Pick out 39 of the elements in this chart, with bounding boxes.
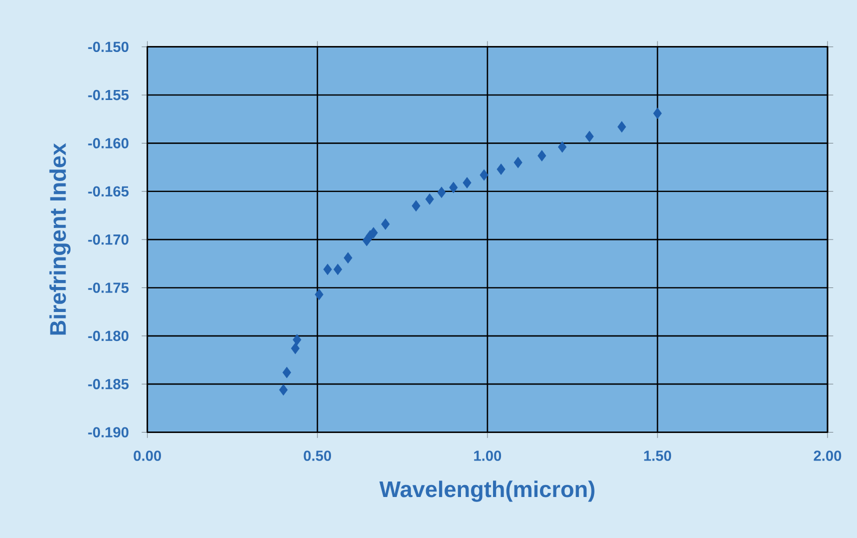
point [279,384,288,396]
x-tick-label: 1.00 [474,450,502,461]
point [558,141,567,153]
point [496,164,506,175]
point [282,366,292,378]
x-tick-label: 2.00 [814,450,842,461]
point [480,169,488,181]
y-tick-label: -0.165 [88,186,129,197]
point [314,288,324,300]
point [425,193,434,205]
point [618,121,626,132]
point [653,108,662,119]
y-tick-label: -0.150 [88,42,128,52]
point [514,156,522,168]
point [292,334,302,346]
point [334,264,342,275]
x-tick-label: 0.00 [134,450,161,461]
x-axis-title: Wavelength(micron) [379,480,594,502]
point [381,218,390,230]
y-tick-label: -0.160 [88,138,128,148]
point [369,227,378,238]
point [344,252,352,264]
point [585,130,594,142]
point [437,186,446,198]
y-tick-label: -0.180 [88,330,128,342]
point [412,200,420,212]
y-tick-label: -0.170 [88,234,128,245]
point [462,177,472,188]
y-tick-label: -0.155 [88,90,129,100]
point [323,264,332,275]
point [291,342,300,354]
point [538,150,546,162]
y-tick-label: -0.185 [88,378,129,390]
y-axis-title: Birefringent Index [49,143,71,335]
y-tick-label: -0.190 [88,427,128,438]
point [449,182,458,194]
y-tick-label: -0.175 [88,282,129,293]
x-tick-label: 1.50 [644,450,672,461]
x-tick-label: 0.50 [304,450,332,461]
